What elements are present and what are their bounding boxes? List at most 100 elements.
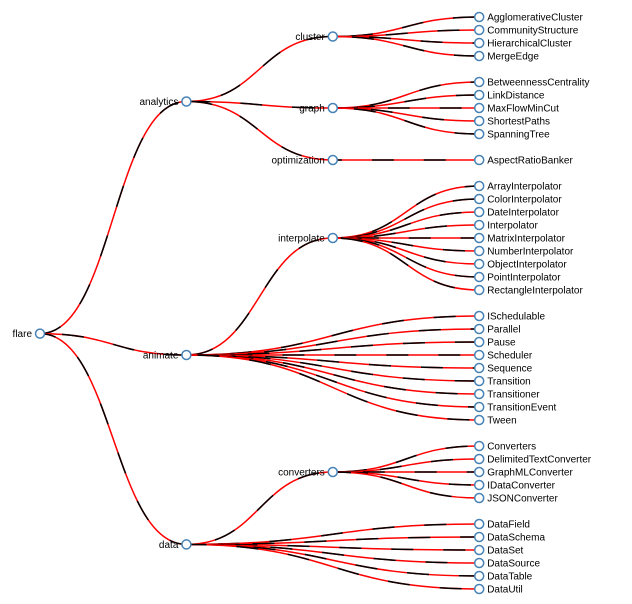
node-cluster[interactable]: cluster <box>295 31 339 43</box>
node-Transition[interactable]: Transition <box>473 375 531 388</box>
node-animate[interactable]: animate <box>143 349 192 362</box>
node-NumberInterpolator[interactable]: NumberInterpolator <box>473 245 574 258</box>
node-label: MergeEdge <box>487 52 539 63</box>
node-circle[interactable] <box>473 89 485 101</box>
node-DataSource[interactable]: DataSource <box>473 557 541 570</box>
node-IDataConverter[interactable]: IDataConverter <box>473 479 556 492</box>
node-DataSchema[interactable]: DataSchema <box>473 531 546 544</box>
node-circle[interactable] <box>473 518 485 530</box>
node-circle[interactable] <box>473 310 485 322</box>
node-ShortestPaths[interactable]: ShortestPaths <box>473 115 550 128</box>
node-label: ArrayInterpolator <box>487 182 562 193</box>
node-circle[interactable] <box>473 440 485 452</box>
node-HierarchicalCluster[interactable]: HierarchicalCluster <box>473 37 573 50</box>
node-circle[interactable] <box>473 388 485 400</box>
node-analytics[interactable]: analytics <box>139 96 192 108</box>
node-circle[interactable] <box>473 583 485 595</box>
node-circle[interactable] <box>473 102 485 114</box>
node-DataTable[interactable]: DataTable <box>473 570 533 583</box>
node-converters[interactable]: converters <box>278 466 339 479</box>
node-circle[interactable] <box>473 206 485 218</box>
node-MaxFlowMinCut[interactable]: MaxFlowMinCut <box>473 102 559 115</box>
node-circle[interactable] <box>181 539 192 550</box>
node-interpolate[interactable]: interpolate <box>278 232 339 245</box>
node-circle[interactable] <box>473 76 485 88</box>
node-Tween[interactable]: Tween <box>473 414 517 427</box>
node-circle[interactable] <box>327 466 339 478</box>
node-circle[interactable] <box>473 115 485 127</box>
node-BetweennessCentrality[interactable]: BetweennessCentrality <box>473 76 590 89</box>
node-RectangleInterpolator[interactable]: RectangleInterpolator <box>473 284 584 297</box>
node-circle[interactable] <box>473 544 485 556</box>
node-MergeEdge[interactable]: MergeEdge <box>473 50 540 63</box>
node-circle[interactable] <box>327 31 339 42</box>
node-circle[interactable] <box>473 349 485 361</box>
node-LinkDistance[interactable]: LinkDistance <box>473 89 545 102</box>
node-GraphMLConverter[interactable]: GraphMLConverter <box>473 466 574 479</box>
node-AspectRatioBanker[interactable]: AspectRatioBanker <box>473 154 574 167</box>
node-graph[interactable]: graph <box>299 102 339 115</box>
node-TransitionEvent[interactable]: TransitionEvent <box>473 401 557 414</box>
node-circle[interactable] <box>473 219 485 231</box>
node-DataSet[interactable]: DataSet <box>473 544 524 557</box>
node-circle[interactable] <box>473 154 485 166</box>
node-circle[interactable] <box>327 232 339 244</box>
node-circle[interactable] <box>473 466 485 478</box>
node-circle[interactable] <box>473 570 485 582</box>
node-circle[interactable] <box>473 245 485 257</box>
node-optimization[interactable]: optimization <box>271 154 339 167</box>
node-circle[interactable] <box>327 154 339 166</box>
node-circle[interactable] <box>473 453 485 465</box>
node-circle[interactable] <box>473 557 485 569</box>
node-circle[interactable] <box>473 37 485 49</box>
node-circle[interactable] <box>181 96 192 107</box>
node-MatrixInterpolator[interactable]: MatrixInterpolator <box>473 232 566 245</box>
node-ISchedulable[interactable]: ISchedulable <box>473 310 546 323</box>
node-ColorInterpolator[interactable]: ColorInterpolator <box>473 193 563 206</box>
node-circle[interactable] <box>473 271 485 283</box>
node-circle[interactable] <box>473 232 485 244</box>
node-DateInterpolator[interactable]: DateInterpolator <box>473 206 560 219</box>
node-circle[interactable] <box>473 128 485 140</box>
node-circle[interactable] <box>473 258 485 270</box>
node-label: DateInterpolator <box>487 208 559 219</box>
node-circle[interactable] <box>473 180 485 192</box>
node-circle[interactable] <box>473 336 485 348</box>
node-flare[interactable]: flare <box>13 328 46 340</box>
node-circle[interactable] <box>473 375 485 387</box>
node-circle[interactable] <box>473 531 485 543</box>
node-Scheduler[interactable]: Scheduler <box>473 349 533 362</box>
node-circle[interactable] <box>34 328 46 339</box>
node-circle[interactable] <box>473 492 485 504</box>
node-Pause[interactable]: Pause <box>473 336 516 349</box>
node-Converters[interactable]: Converters <box>473 440 536 453</box>
node-circle[interactable] <box>473 414 485 426</box>
node-JSONConverter[interactable]: JSONConverter <box>473 492 559 505</box>
node-circle[interactable] <box>473 193 485 205</box>
node-label: SpanningTree <box>487 130 550 141</box>
node-DataField[interactable]: DataField <box>473 518 530 531</box>
node-Parallel[interactable]: Parallel <box>473 323 521 336</box>
node-data[interactable]: data <box>159 539 192 551</box>
node-Sequence[interactable]: Sequence <box>473 362 533 375</box>
node-circle[interactable] <box>473 401 485 413</box>
node-circle[interactable] <box>181 349 192 361</box>
node-Interpolator[interactable]: Interpolator <box>473 219 539 232</box>
node-Transitioner[interactable]: Transitioner <box>473 388 541 401</box>
node-circle[interactable] <box>473 479 485 491</box>
node-circle[interactable] <box>473 50 485 62</box>
node-circle[interactable] <box>473 24 485 36</box>
node-circle[interactable] <box>473 362 485 374</box>
node-DataUtil[interactable]: DataUtil <box>473 583 523 596</box>
node-DelimitedTextConverter[interactable]: DelimitedTextConverter <box>473 453 592 466</box>
node-circle[interactable] <box>327 102 339 114</box>
node-ArrayInterpolator[interactable]: ArrayInterpolator <box>473 180 563 193</box>
node-SpanningTree[interactable]: SpanningTree <box>473 128 550 141</box>
node-circle[interactable] <box>473 11 485 23</box>
node-CommunityStructure[interactable]: CommunityStructure <box>473 24 579 37</box>
node-AgglomerativeCluster[interactable]: AgglomerativeCluster <box>473 11 584 24</box>
node-ObjectInterpolator[interactable]: ObjectInterpolator <box>473 258 568 271</box>
node-PointInterpolator[interactable]: PointInterpolator <box>473 271 562 284</box>
node-circle[interactable] <box>473 323 485 335</box>
node-circle[interactable] <box>473 284 485 296</box>
